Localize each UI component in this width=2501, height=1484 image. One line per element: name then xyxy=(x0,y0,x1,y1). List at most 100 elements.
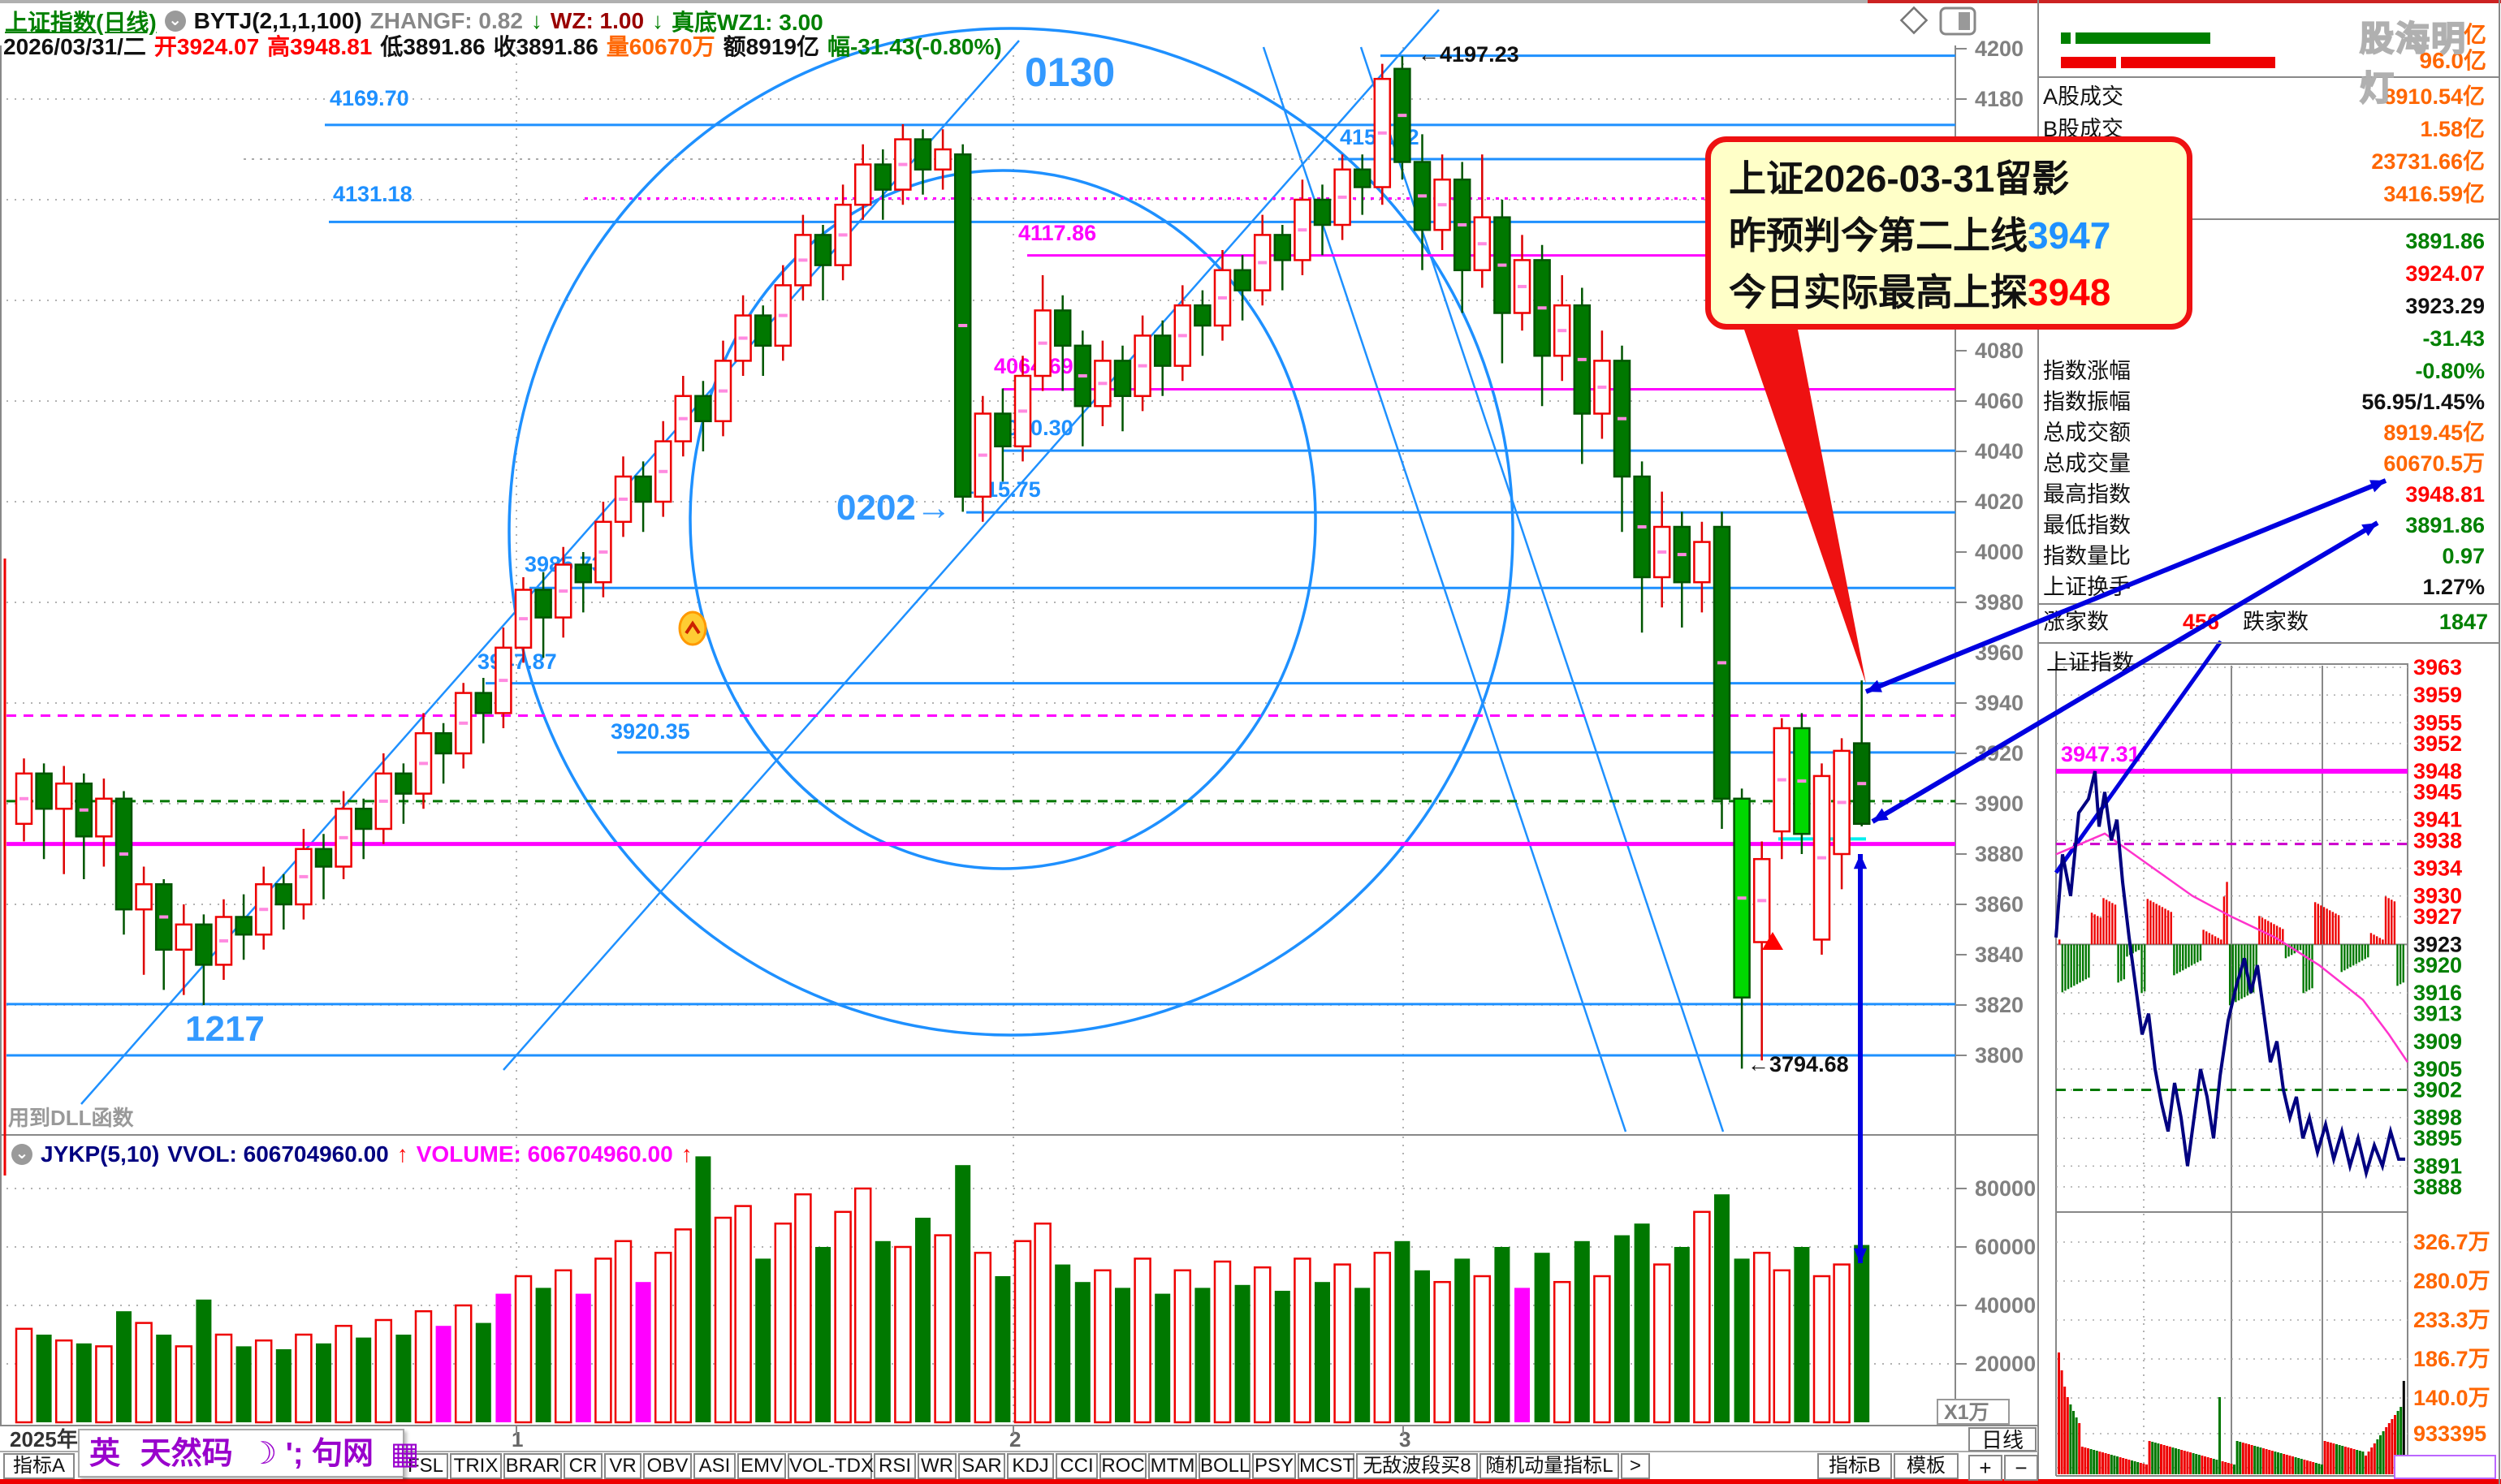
candle xyxy=(814,234,832,266)
minimap-price-label: 3963 xyxy=(2413,655,2462,679)
minimap-delta-bar xyxy=(2343,944,2346,971)
indicator-button-cr[interactable]: CR xyxy=(564,1453,603,1479)
sidebar-row: 最低指数 3891.86 xyxy=(2043,510,2491,541)
candle-mid-tick xyxy=(159,915,169,919)
candle xyxy=(994,412,1012,448)
indicator-button-kdj[interactable]: KDJ xyxy=(1007,1453,1054,1479)
minimap-delta-bar xyxy=(2126,944,2128,957)
formula-name[interactable]: BYTJ(2,1,1,100) xyxy=(193,8,362,33)
minimap-volume-bar xyxy=(2387,1423,2391,1474)
candle-mid-tick xyxy=(499,679,508,683)
collapse-chevron-icon[interactable]: ⌄ xyxy=(164,11,186,32)
volume-bar xyxy=(1614,1235,1630,1422)
indicator-button-随机动量指标l[interactable]: 随机动量指标L xyxy=(1479,1453,1619,1479)
minimap-volume-bar xyxy=(2069,1404,2072,1474)
indicator-button-roc[interactable]: ROC xyxy=(1099,1453,1147,1479)
period-selector[interactable]: 日线 xyxy=(1968,1427,2037,1452)
candle xyxy=(694,395,712,423)
minimap-volume-bar xyxy=(2365,1456,2367,1474)
indicator-button-sar[interactable]: SAR xyxy=(958,1453,1005,1479)
sidebar-row-value: 3924.07 xyxy=(2405,261,2485,286)
volume-bar xyxy=(894,1245,912,1424)
volume-bar xyxy=(614,1240,633,1424)
minimap-volume-bar xyxy=(2168,1447,2171,1474)
zoom-out-button[interactable]: − xyxy=(2004,1455,2038,1481)
volume-bar xyxy=(1574,1240,1590,1422)
minimap-price-label: 3902 xyxy=(2413,1078,2462,1102)
volume-bar xyxy=(116,1311,132,1422)
date-axis-label: 2 xyxy=(1009,1427,1021,1452)
indicator-button-mtm[interactable]: MTM xyxy=(1148,1453,1197,1479)
minimap-volume-bar xyxy=(2072,1411,2075,1474)
indicator-button-boll[interactable]: BOLL xyxy=(1199,1453,1250,1479)
minimap-volume-bar xyxy=(2201,1456,2204,1474)
volume-bar xyxy=(54,1339,73,1424)
minimap-delta-bar xyxy=(2279,927,2281,945)
minimap-delta-bar xyxy=(2382,939,2384,945)
index-title[interactable]: 上证指数(日线) xyxy=(5,10,157,35)
collapse-chevron-icon[interactable]: ⌄ xyxy=(11,1144,32,1165)
vol-indicator-name[interactable]: JYKP(5,10) xyxy=(41,1141,160,1167)
template-button[interactable]: 模板 xyxy=(1894,1453,1959,1479)
volume-bar xyxy=(934,1234,952,1424)
indicator-button-wr[interactable]: WR xyxy=(918,1453,957,1479)
candle-mid-tick xyxy=(1777,778,1786,782)
indicator-button->[interactable]: > xyxy=(1621,1453,1650,1479)
ime-net-label[interactable]: 句网 xyxy=(312,1437,374,1471)
indicator-button-obv[interactable]: OBV xyxy=(643,1453,692,1479)
indicator-button-vr[interactable]: VR xyxy=(604,1453,641,1479)
minimap-price-label: 3955 xyxy=(2413,710,2462,735)
diamond-icon[interactable] xyxy=(1899,6,1929,35)
indicator-button-psy[interactable]: PSY xyxy=(1252,1453,1296,1479)
minimap-volume-bar xyxy=(2292,1456,2294,1474)
ime-bar[interactable]: 英 天然码 ☽ '; 句网 ▦ xyxy=(78,1429,420,1478)
minimap-delta-bar xyxy=(2099,917,2102,945)
volume-bar xyxy=(554,1269,572,1424)
ime-moon-icon[interactable]: ☽ '; xyxy=(249,1437,313,1471)
indicator-button-cci[interactable]: CCI xyxy=(1056,1453,1098,1479)
indicator-button-emv[interactable]: EMV xyxy=(737,1453,786,1479)
indicator-button-rsi[interactable]: RSI xyxy=(874,1453,916,1479)
minimap-volume-bar xyxy=(2122,1458,2125,1474)
minimap-delta-bar xyxy=(2146,899,2149,945)
minimap-delta-bar xyxy=(2355,944,2358,964)
minimap-delta-bar xyxy=(2361,944,2364,961)
sidebar-row-value: 8919.45亿 xyxy=(2383,421,2485,445)
minimap-volume-bar xyxy=(2283,1454,2286,1474)
chart-annotation-label: 用到DLL函数 xyxy=(8,1106,135,1130)
indicator-button-brar[interactable]: BRAR xyxy=(503,1453,562,1479)
indicator-button-无敌波段买8[interactable]: 无敌波段买8 xyxy=(1356,1453,1478,1479)
indicator-button-trix[interactable]: TRIX xyxy=(450,1453,502,1479)
minimap-delta-bar xyxy=(2175,944,2179,974)
layout-icon[interactable] xyxy=(1939,6,1976,36)
ime-keyboard-icon[interactable]: ▦ xyxy=(390,1437,420,1471)
minimap-delta-bar xyxy=(2302,944,2304,994)
minimap-delta-bar xyxy=(2326,908,2328,945)
volume-bar xyxy=(734,1205,752,1424)
candle xyxy=(574,563,593,584)
minimap-volume-bar xyxy=(2066,1397,2069,1474)
tab-indicator-b[interactable]: 指标B xyxy=(1817,1453,1892,1479)
minimap-volume-bar xyxy=(2317,1464,2321,1474)
indicator-button-fsl[interactable]: FSL xyxy=(403,1453,448,1479)
candle-mid-tick xyxy=(1437,203,1447,207)
indicator-button-vol-tdx[interactable]: VOL-TDX xyxy=(788,1453,874,1479)
volume-bar xyxy=(915,1218,931,1422)
minimap-delta-bar xyxy=(2182,944,2184,971)
minimap-delta-bar xyxy=(2267,921,2270,945)
tab-indicator-a[interactable]: 指标A xyxy=(3,1453,75,1479)
candle-mid-tick xyxy=(1717,661,1726,665)
indicator-button-asi[interactable]: ASI xyxy=(693,1453,736,1479)
ime-mode: 英 xyxy=(89,1437,121,1471)
minimap-volume-bar xyxy=(2192,1453,2195,1474)
indicator-button-mcst[interactable]: MCST xyxy=(1298,1453,1354,1479)
minimap-delta-bar xyxy=(2282,929,2284,945)
candle-mid-tick xyxy=(1138,364,1147,368)
volume-bar xyxy=(1812,1275,1831,1424)
minimap-delta-bar xyxy=(2170,912,2172,945)
breadth-bar-green xyxy=(2076,32,2210,44)
minimap-volume-bar xyxy=(2268,1450,2271,1474)
minimap-volume-bar xyxy=(2394,1415,2396,1474)
zoom-in-button[interactable]: + xyxy=(1968,1455,2002,1481)
